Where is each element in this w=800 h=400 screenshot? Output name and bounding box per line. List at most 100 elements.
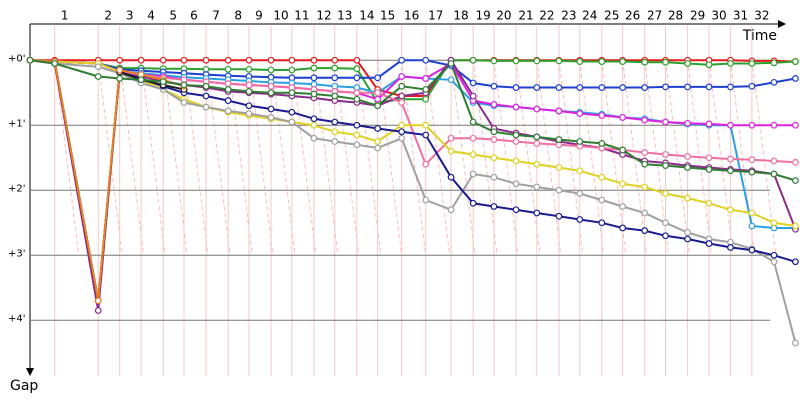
point [662,83,669,91]
point [705,166,713,173]
point [705,240,713,247]
point [288,66,296,74]
point [533,57,541,65]
point [770,258,778,266]
point [770,251,778,259]
point [245,88,253,95]
y-tick-label: +4' [8,313,26,324]
point [224,65,232,73]
point [641,58,649,66]
point [180,56,188,64]
x-tick-label: 17 [428,9,443,23]
point [94,297,102,305]
point [398,56,406,64]
point [288,89,296,97]
point [684,60,691,67]
point [331,92,339,100]
point [705,199,713,207]
point [490,136,498,143]
point [598,173,606,181]
point [469,199,477,207]
y-tick-label: +1' [8,118,26,129]
point [245,110,253,117]
point [619,203,627,210]
point [512,131,520,139]
x-tick-label: 2 [104,9,112,23]
point [748,82,756,90]
point [705,61,713,69]
point [353,65,361,73]
point [422,86,430,93]
point [353,141,361,149]
point [331,128,339,136]
point [641,149,649,156]
x-tick-label: 10 [273,9,288,23]
point [770,157,778,165]
point [576,110,584,117]
x-tick-label: 32 [754,9,769,23]
x-tick-label: 5 [169,9,177,23]
point [490,101,498,108]
point [447,206,455,214]
point [422,131,430,139]
point [224,56,232,64]
point [533,160,541,168]
point [288,108,296,116]
point [245,102,253,110]
y-tick-label: +3' [8,248,26,259]
lap-guide [601,60,627,256]
point [748,121,756,129]
point [598,112,606,119]
point [641,84,649,91]
x-tick-label: 16 [404,9,419,23]
point [447,147,455,155]
point [662,118,669,126]
point [422,160,430,168]
point [619,146,627,154]
point [310,64,318,72]
point [267,66,275,74]
point [705,120,713,128]
point [398,92,406,100]
point [180,99,188,106]
point [469,79,477,87]
point [94,307,102,314]
x-tick-label: 6 [190,9,198,23]
lap-guide [227,60,253,256]
point [267,89,275,97]
x-tick-label: 13 [337,9,352,23]
x-tick-label: 7 [212,9,220,23]
point [469,56,477,64]
point [469,118,477,126]
point [748,168,756,176]
y-tick-label: +2' [8,183,26,194]
point [288,56,296,64]
point [310,121,318,129]
lap-guide [356,60,382,256]
point [374,95,382,103]
point [267,82,275,90]
x-tick-label: 15 [380,9,395,23]
point [116,66,124,74]
point [598,84,606,91]
x-tick-label: 9 [255,9,263,23]
point [267,114,275,121]
x-axis-label: Time [742,28,777,44]
x-tick-label: 12 [316,9,331,23]
point [792,177,799,184]
point [469,92,477,100]
point [245,81,253,89]
point [576,138,584,145]
point [533,133,541,141]
point [51,60,59,67]
lap-guide [97,60,123,256]
point [619,58,627,65]
x-tick-label: 28 [668,9,683,23]
x-tick-label: 26 [625,9,640,23]
point [662,162,669,169]
point [748,156,756,164]
point [619,224,627,232]
point [137,76,145,84]
point [576,84,584,91]
